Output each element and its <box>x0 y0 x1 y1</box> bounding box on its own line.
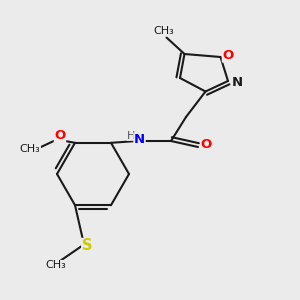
Text: CH₃: CH₃ <box>153 26 174 36</box>
Text: N: N <box>134 133 145 146</box>
Text: O: O <box>201 137 212 151</box>
Text: N: N <box>231 76 243 89</box>
Text: O: O <box>222 49 234 62</box>
Text: H: H <box>127 130 135 141</box>
Text: O: O <box>54 129 66 142</box>
Text: CH₃: CH₃ <box>45 260 66 271</box>
Text: CH₃: CH₃ <box>20 143 40 154</box>
Text: S: S <box>82 238 92 253</box>
